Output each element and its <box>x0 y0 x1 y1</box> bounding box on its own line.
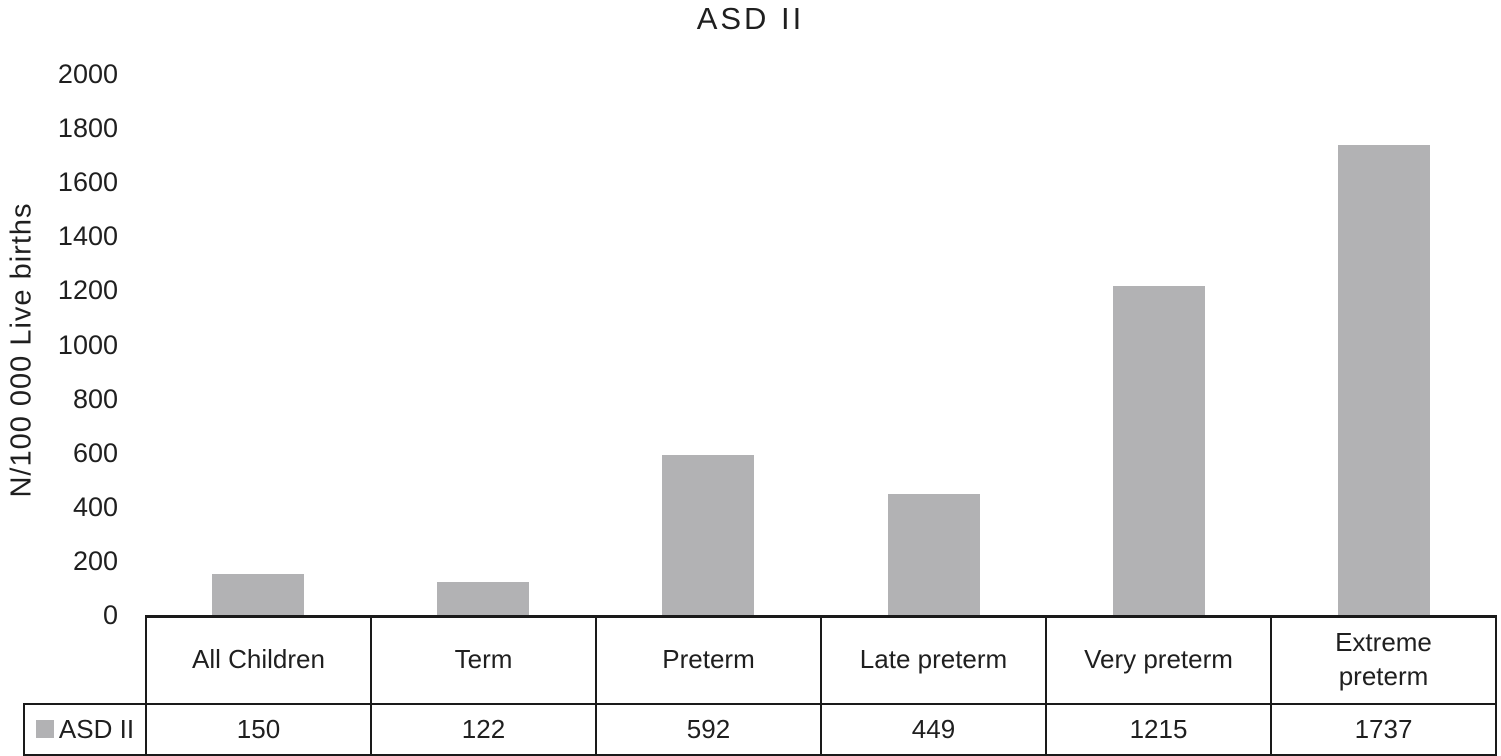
y-tick-label: 1600 <box>57 167 118 197</box>
category-header-cell: Term <box>370 615 597 705</box>
y-axis-ticks: 2000 1800 1600 1400 1200 1000 800 600 400 200 0 <box>0 0 118 756</box>
legend-series-label: ASD II <box>58 713 135 744</box>
data-value-cell: 1737 <box>1270 702 1497 756</box>
bar-slot <box>1046 74 1271 615</box>
data-value-cell: 150 <box>145 702 372 756</box>
bar-slot <box>596 74 821 615</box>
category-header-cell: Very preterm <box>1045 615 1272 705</box>
data-value-cell: 122 <box>370 702 597 756</box>
category-header-row: All Children Term Preterm Late preterm Very … <box>24 615 1497 705</box>
y-tick-label: 1000 <box>57 330 118 360</box>
bar <box>436 582 529 615</box>
bar <box>662 455 755 615</box>
y-tick-label: 2000 <box>57 59 118 89</box>
y-tick-label: 1200 <box>57 275 118 305</box>
bar <box>1338 145 1431 615</box>
bar-slot <box>370 74 595 615</box>
bar-slot <box>145 74 370 615</box>
y-tick-label: 1800 <box>57 113 118 143</box>
y-tick-label: 0 <box>102 600 118 630</box>
y-tick-label: 400 <box>72 492 118 522</box>
bar <box>1112 286 1205 615</box>
category-header-cell: Preterm <box>595 615 822 705</box>
y-tick-label: 1400 <box>57 221 118 251</box>
data-value-cell: 449 <box>820 702 1047 756</box>
table-spacer-cell <box>24 617 146 704</box>
legend-entry: ASD II <box>29 714 141 745</box>
y-tick-label: 600 <box>72 438 118 468</box>
y-tick-label: 200 <box>72 546 118 576</box>
bar-slot <box>821 74 1046 615</box>
legend-cell: ASD II <box>23 702 147 756</box>
plot-area <box>145 74 1497 615</box>
bar <box>211 574 304 615</box>
chart-title: ASD II <box>696 1 805 36</box>
chart-data-table: All Children Term Preterm Late preterm Very … <box>23 615 1497 756</box>
category-header-cell: All Children <box>145 615 372 705</box>
data-value-row: ASD II 150 122 592 449 1215 1737 <box>23 702 1497 756</box>
bar <box>887 494 980 615</box>
data-value-cell: 1215 <box>1045 702 1272 756</box>
data-value-cell: 592 <box>595 702 822 756</box>
category-header-cell: Late preterm <box>820 615 1047 705</box>
y-tick-label: 800 <box>72 384 118 414</box>
bar-slot <box>1272 74 1497 615</box>
category-header-cell: Extreme preterm <box>1270 615 1497 705</box>
legend-swatch-icon <box>35 720 54 738</box>
